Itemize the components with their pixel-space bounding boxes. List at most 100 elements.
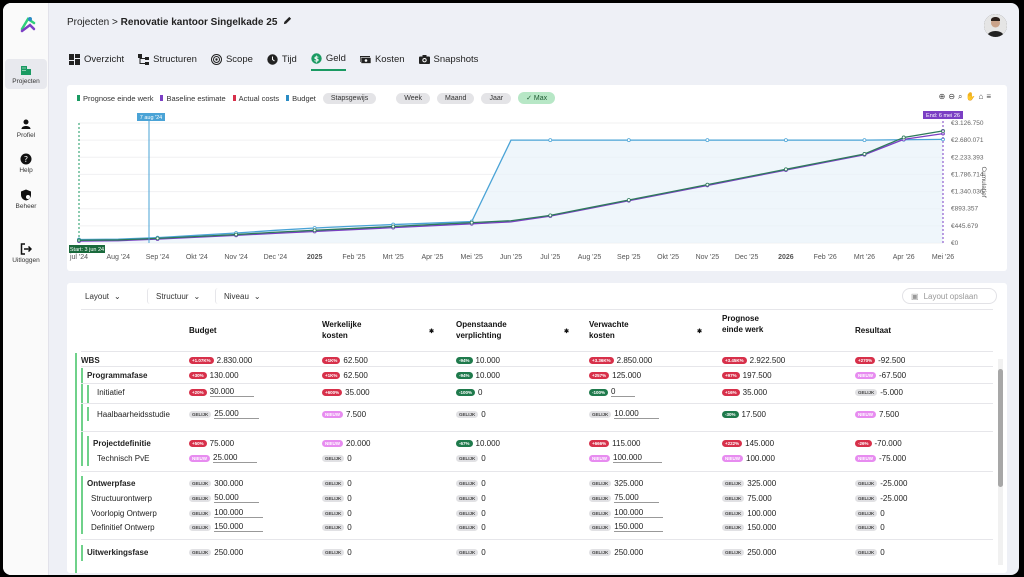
change-badge: +30%: [189, 371, 207, 379]
period-week[interactable]: Week: [396, 92, 431, 104]
table-cell[interactable]: GELIJK 100.000: [189, 506, 264, 520]
sidebar-item-help[interactable]: ? Help: [3, 153, 49, 174]
sort-icon[interactable]: ✱: [429, 329, 435, 335]
table-row[interactable]: WBS +1.07K% 2.830.000 +1K% 62.500 -94% 10.000 +…: [67, 353, 993, 367]
period-jaar[interactable]: Jaar: [481, 92, 512, 104]
cell-value: 197.500: [742, 370, 772, 380]
data-point: [784, 138, 788, 143]
table-cell[interactable]: GELIJK 150.000: [589, 520, 664, 534]
dashboard-icon: [69, 53, 80, 65]
pan-icon[interactable]: ✋: [965, 92, 976, 101]
layout-dropdown[interactable]: Layout ⌄: [77, 288, 129, 304]
table-cell[interactable]: +20% 30.000: [189, 385, 255, 399]
change-badge: +20%: [189, 388, 207, 396]
table-cell[interactable]: GELIJK 100.000: [589, 506, 664, 520]
table-cell[interactable]: GELIJK 75.000: [589, 491, 659, 505]
table-cell[interactable]: +30% 130.000: [189, 368, 239, 382]
table-row[interactable]: Voorlopig Ontwerp GELIJK 100.000 GELIJK 0 GEL…: [67, 506, 993, 520]
tab-overzicht[interactable]: Overzicht: [69, 51, 124, 71]
home-icon[interactable]: ⌂: [978, 92, 984, 101]
budget-mode-select[interactable]: Stapsgewijs: [322, 92, 377, 104]
column-resultaat[interactable]: Resultaat: [855, 326, 892, 335]
column-prognose-einde-werk[interactable]: Prognose einde werk: [722, 314, 764, 334]
table-cell[interactable]: GELIJK 150.000: [189, 520, 264, 534]
cell-value: 0: [347, 478, 352, 488]
change-badge: GELIJK: [589, 523, 612, 531]
legend-baseline[interactable]: Baseline estimate: [160, 94, 226, 103]
table-row[interactable]: Projectdefinitie +50% 75.000 NIEUW 20.000 -67…: [67, 436, 993, 450]
avatar[interactable]: [984, 14, 1007, 37]
zoom-out-icon[interactable]: ⊖: [948, 92, 956, 101]
sort-icon[interactable]: ✱: [564, 329, 570, 335]
table-cell[interactable]: GELIJK 300.000: [189, 476, 243, 490]
table-row[interactable]: Technisch PvE NIEUW 25.000 GELIJK 0 GELIJK 0 NI…: [67, 451, 993, 465]
sidebar-item-projecten[interactable]: Projecten: [5, 59, 47, 89]
legend-budget[interactable]: Budget: [286, 94, 316, 103]
tab-kosten[interactable]: Kosten: [359, 51, 405, 71]
change-badge: GELIJK: [456, 523, 479, 531]
tab-structuren[interactable]: Structuren: [138, 51, 197, 71]
table-row[interactable]: Definitief Ontwerp GELIJK 150.000 GELIJK 0 GE…: [67, 520, 993, 534]
table-row[interactable]: Programmafase +30% 130.000 +1K% 62.500 -94% 10…: [67, 368, 993, 382]
data-point: [784, 167, 788, 172]
column-budget[interactable]: Budget: [189, 326, 217, 335]
tab-snapshots[interactable]: Snapshots: [418, 51, 478, 71]
sidebar-item-beheer[interactable]: Beheer: [3, 189, 49, 210]
data-point: [705, 182, 710, 187]
save-icon: ▣: [911, 291, 919, 301]
table-cell[interactable]: NIEUW 100.000: [589, 451, 662, 465]
tab-geld[interactable]: $ Geld: [310, 51, 346, 71]
table-cell[interactable]: +257% 125.000: [589, 368, 641, 382]
table-cell[interactable]: +666% 115.000: [589, 436, 640, 450]
column-openstaande-verplichting[interactable]: Openstaande verplichting: [456, 320, 507, 340]
table-cell[interactable]: GELIJK 25.000: [189, 407, 259, 421]
table-row[interactable]: Structuurontwerp GELIJK 50.000 GELIJK 0 GELIJ…: [67, 491, 993, 505]
legend-actual-costs[interactable]: Actual costs: [232, 94, 279, 103]
table-row[interactable]: Ontwerpfase GELIJK 300.000 GELIJK 0 GELIJK 0 GE…: [67, 476, 993, 490]
column-verwachte-kosten[interactable]: Verwachte kosten: [589, 320, 629, 340]
pencil-icon[interactable]: [283, 16, 292, 25]
period-max[interactable]: ✓ Max: [518, 92, 556, 104]
zoom-select-icon[interactable]: ⌕: [958, 92, 963, 101]
tab-scope[interactable]: Scope: [210, 51, 253, 71]
table-row[interactable]: Initiatief +20% 30.000 +600% 35.000 -100% 0 -10…: [67, 385, 993, 399]
table-cell[interactable]: +1.07K% 2.830.000: [189, 353, 252, 367]
column-werkelijke-kosten[interactable]: Werkelijke kosten: [322, 320, 362, 340]
vertical-scrollbar[interactable]: [998, 359, 1003, 565]
table-cell[interactable]: GELIJK 250.000: [189, 545, 243, 559]
tab-label: Geld: [325, 52, 346, 64]
table-cell[interactable]: NIEUW 25.000: [189, 451, 258, 465]
breadcrumb-projecten[interactable]: Projecten: [67, 17, 110, 28]
niveau-dropdown[interactable]: Niveau ⌄: [215, 288, 269, 304]
table-row[interactable]: Uitwerkingsfase GELIJK 250.000 GELIJK 0 GELIJ…: [67, 545, 993, 559]
table-cell[interactable]: GELIJK 325.000: [589, 476, 643, 490]
cell-value: 0: [478, 387, 483, 397]
scrollbar-thumb[interactable]: [998, 369, 1003, 487]
table-cell[interactable]: +3.36K% 2.850.000: [589, 353, 652, 367]
cell-value: -25.000: [880, 493, 908, 503]
change-badge: GELIJK: [589, 479, 612, 487]
menu-icon[interactable]: ≡: [986, 92, 991, 101]
table-row[interactable]: Haalbaarheidsstudie GELIJK 25.000 NIEUW 7.50…: [67, 407, 993, 421]
save-layout-button[interactable]: ▣ Layout opslaan: [902, 288, 997, 304]
cell-value: 325.000: [747, 478, 777, 488]
structuur-dropdown[interactable]: Structuur ⌄: [147, 288, 209, 304]
period-maand[interactable]: Maand: [437, 92, 475, 104]
zoom-in-icon[interactable]: ⊕: [938, 92, 946, 101]
data-point: [391, 224, 396, 229]
table-cell: GELIJK 150.000: [722, 520, 776, 534]
sidebar-item-profiel[interactable]: Profiel: [3, 118, 49, 139]
shield-gear-icon: [21, 189, 31, 201]
cell-value: 100.000: [613, 453, 662, 463]
sort-icon[interactable]: ✱: [697, 329, 703, 335]
sidebar-item-uitloggen[interactable]: Uitloggen: [3, 243, 49, 264]
tab-tijd[interactable]: Tijd: [267, 51, 297, 71]
table-cell[interactable]: +50% 75.000: [189, 436, 234, 450]
legend-prognose[interactable]: Prognose einde werk: [77, 94, 153, 103]
table-cell[interactable]: GELIJK 50.000: [189, 491, 259, 505]
table-cell[interactable]: GELIJK 250.000: [589, 545, 643, 559]
x-tick-label: 2026: [778, 254, 794, 261]
table-cell[interactable]: -100% 0: [589, 385, 636, 399]
table-cell[interactable]: GELIJK 10.000: [589, 407, 659, 421]
sidebar-item-label: Beheer: [15, 203, 37, 210]
